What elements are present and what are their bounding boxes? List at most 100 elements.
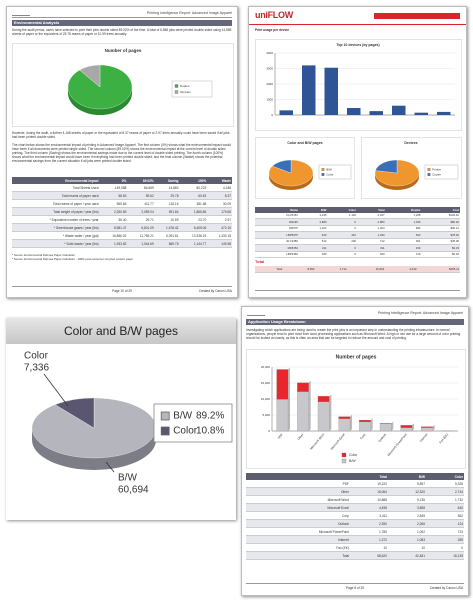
table-cell: 2,880	[356, 218, 386, 226]
table-row: iR5075 1,204 0 1,204 684 $36.12	[255, 225, 460, 232]
rule	[246, 583, 464, 584]
header-cell: B/W	[298, 207, 328, 213]
row-label: Corp	[246, 511, 350, 520]
table-cell: 11,769.21	[127, 231, 155, 240]
page-number: Page 8 of 29	[345, 586, 365, 590]
table-cell: 15,064	[349, 487, 388, 496]
table-cell: 149.98	[207, 239, 232, 248]
table-cell: 3,411	[349, 511, 388, 520]
header-row: Total B/W Color	[246, 473, 464, 480]
table-cell: 14,860	[154, 184, 180, 192]
row-label: * Equivalent number of trees / year	[12, 215, 100, 224]
legend-label: Copier	[432, 172, 441, 176]
bar-segment	[276, 399, 289, 432]
bar-segment	[400, 427, 413, 432]
table-row: LBP3460 180 0 180 110 $5.40	[255, 251, 460, 258]
table-row: Total 58,620 42,481 16,139	[246, 551, 464, 560]
table-cell: 2,880	[298, 218, 328, 226]
paragraph: Investigating which applications are bei…	[246, 328, 461, 340]
table-cell: 118.16	[154, 199, 180, 208]
row-label: Microsoft Excel	[246, 503, 350, 512]
table-cell: 6,601.09	[127, 223, 155, 232]
table-cell: 2,390	[349, 519, 388, 528]
panel-title: Color and B/W pages	[6, 318, 236, 344]
row-label: CLC5151	[255, 212, 299, 219]
table-cell: 522	[385, 231, 422, 239]
y-tick-label: 4000	[266, 51, 273, 55]
page-number: Page 10 of 29	[112, 289, 132, 293]
chart-frame	[255, 39, 462, 131]
table-cell: 150	[385, 244, 422, 252]
table-cell: 0	[327, 218, 357, 226]
bar-side	[391, 421, 394, 431]
table-row: * Greenhouse gases / year (lbs) 8,981.47 6…	[12, 223, 232, 232]
table-cell: 58,620	[349, 551, 388, 560]
table-row: MF8350 311 0 311 150 $9.33	[255, 244, 460, 252]
row-label: Fax (EK)	[246, 543, 350, 552]
bar	[414, 112, 428, 115]
x-tick-label: Outlook	[377, 432, 387, 443]
table-row: iR C3380 512 200 712 301 $45.36	[255, 238, 460, 245]
table-cell: 84,669	[127, 184, 155, 192]
header-cell: 100%	[179, 177, 208, 184]
table-host: Total 8,952 1,712 10,664 4,010 $455.11	[255, 266, 460, 273]
table-host: Environmental impact 0% 89.02% Saving 100% Wa…	[12, 177, 232, 248]
pie-slice	[375, 159, 398, 174]
bar	[347, 108, 361, 115]
table-cell: 10	[349, 543, 388, 552]
total-cell: Total	[255, 266, 284, 273]
table-row: Outlook 2,390 2,266 124	[246, 519, 464, 528]
table-cell: 2,250.69	[99, 207, 128, 216]
footnote: * Source: Environmental Defense Paper Ca…	[12, 253, 75, 257]
row-label: Total weight of paper / year (lbs)	[12, 207, 100, 216]
table-cell: 1,678.42	[154, 223, 180, 232]
section-bar: Application Usage Breakdown	[246, 319, 464, 325]
legend-box	[424, 164, 459, 180]
slice-name: B/W	[118, 473, 137, 484]
table-cell: 1,102	[327, 212, 357, 219]
table-cell: 1,433.15	[207, 231, 232, 240]
y-tick-label: 15,000	[261, 381, 271, 385]
table-cell: 3,245	[298, 212, 328, 219]
table-cell: 149,088	[99, 184, 128, 192]
legend-label: B/W	[349, 459, 356, 463]
header-cell: Duplex	[385, 207, 422, 213]
legend-box	[153, 403, 233, 443]
table-cell: 80,223	[179, 184, 208, 192]
report-page: Printing Intelligence Report: Advanced I…	[241, 306, 469, 596]
table-cell: 472.15	[207, 223, 232, 232]
bar	[369, 111, 383, 115]
legend-label: Duplex	[180, 84, 190, 88]
table-cell: 2,744	[425, 487, 464, 496]
total-cell: 8,952	[283, 266, 316, 273]
table-cell: 9,897	[387, 480, 426, 488]
table-cell: 1,144.77	[179, 239, 208, 248]
table-cell: 59.62	[127, 191, 155, 200]
table-row: Microsoft Excel 4,498 3,858 640	[246, 503, 464, 512]
x-tick-label: PDF	[277, 432, 284, 439]
header-cell: Saving	[154, 177, 180, 184]
rule	[12, 286, 232, 287]
report-header: Printing Intelligence Report: Advanced I…	[146, 11, 232, 15]
report-page: Printing Intelligence Report: Advanced I…	[6, 6, 238, 298]
table-row: Other 15,064 12,320 2,744	[246, 487, 464, 496]
table-cell: 5,091.81	[154, 231, 180, 240]
legend-swatch	[160, 411, 170, 421]
credit: Created by Canon USA	[429, 586, 463, 590]
header-cell: B/W	[387, 473, 426, 480]
table-cell: 10.59	[154, 215, 180, 224]
table-row: Corp 3,411 2,849 562	[246, 511, 464, 520]
data-table: Environmental impact 0% 89.02% Saving 100% Wa…	[12, 177, 232, 248]
legend-swatch	[321, 173, 325, 176]
y-tick-label: 0	[268, 429, 270, 433]
table-row: Total reams of paper used 58.63 59.62 29.78…	[12, 191, 232, 200]
table-cell: 42,481	[387, 551, 426, 560]
table-cell: 311	[298, 244, 328, 252]
table-cell: 381.68	[179, 199, 208, 208]
bar-side	[308, 380, 311, 431]
bar-segment	[421, 427, 433, 432]
table-cell: 180	[356, 251, 386, 258]
table-cell: 1,062	[387, 527, 426, 536]
